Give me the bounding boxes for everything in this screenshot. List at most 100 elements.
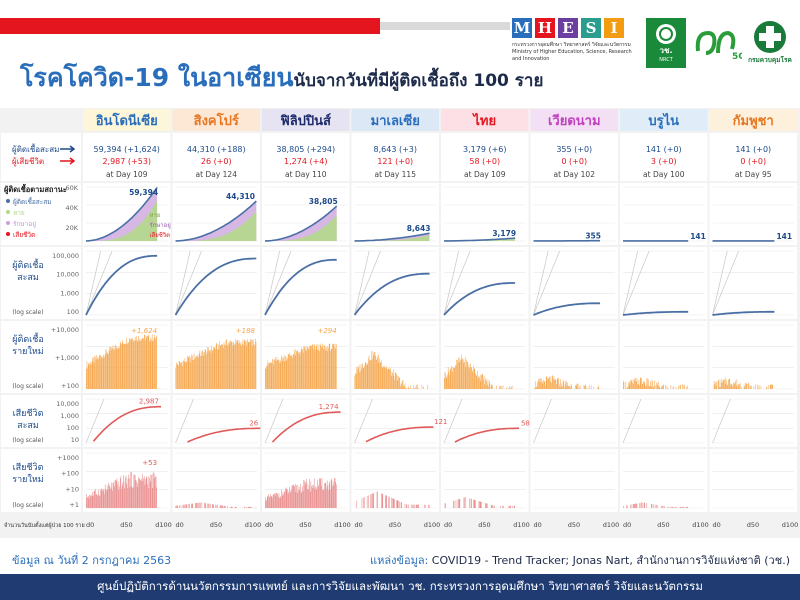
new-cases-bar [462, 358, 463, 389]
chart-cell [530, 449, 618, 512]
new-cases-bar [459, 357, 461, 389]
new-cases-bar [315, 346, 317, 389]
new-deaths-bar [266, 499, 267, 508]
new-cases-bar [471, 366, 472, 389]
new-cases-bar [303, 346, 305, 389]
new-cases-bar [217, 349, 218, 389]
new-deaths-bar [219, 505, 221, 508]
new-deaths-bar [299, 490, 301, 508]
new-cases-bar [141, 338, 142, 389]
new-cases-bar [247, 339, 248, 389]
new-cases-bar [185, 361, 187, 389]
mhesi-caption: กระทรวงการอุดมศึกษา วิทยาศาสตร์ วิจัยและ… [512, 42, 642, 63]
page-title: โรคโควิด-19 ในอาเซียนนับจากวันที่มีผู้ติ… [20, 58, 543, 98]
new-cases-bar [538, 381, 540, 389]
new-deaths-bar [249, 506, 251, 508]
new-deaths-bar [417, 504, 419, 508]
new-cases-bar [470, 363, 471, 389]
new-cases-bar [103, 354, 104, 389]
new-cases-bar [402, 380, 403, 389]
new-cases-bar [680, 384, 681, 389]
new-cases-bar [395, 372, 397, 389]
new-deaths-bar [366, 495, 368, 508]
new-cases-bar [284, 361, 286, 389]
new-cases-bar [487, 379, 489, 389]
new-cases-bar [568, 385, 569, 389]
new-deaths-bar [145, 479, 146, 508]
new-cases-bar [229, 341, 231, 389]
new-cases-bar [361, 363, 363, 389]
new-cases-bar [144, 334, 145, 389]
new-cases-bar [767, 384, 769, 389]
new-cases-bar [205, 349, 207, 389]
new-cases-bar [386, 366, 387, 389]
chart-cell [530, 321, 618, 393]
new-cases-bar [118, 346, 120, 389]
new-cases-bar [151, 339, 152, 389]
new-cases-bar [568, 386, 570, 389]
row-label: รายใหม่ [12, 346, 43, 357]
axis-tick-label: 40K [65, 204, 78, 212]
doubling-reference-line [85, 250, 102, 316]
new-deaths-bar [112, 490, 113, 508]
new-cases-bar [359, 372, 360, 389]
new-deaths-bar [278, 496, 279, 508]
new-cases-bar [565, 380, 566, 389]
new-deaths-bar [680, 506, 681, 508]
new-cases-bar [552, 375, 553, 389]
new-cases-bar [772, 384, 774, 389]
nrct-emblem-icon [656, 23, 676, 44]
legend-status-title: ผู้ติดเชื้อตามสถานะ [4, 183, 67, 195]
new-deaths-bar [110, 489, 111, 508]
new-cases-bar [745, 383, 746, 389]
new-deaths-bar [334, 478, 336, 508]
country-cases-summary: 44,310 (+188) [187, 145, 246, 154]
new-deaths-bar [89, 496, 91, 508]
inset-label-active: รักษาอยู่ [150, 222, 171, 229]
new-deaths-bar [292, 485, 293, 508]
new-deaths-bar [125, 477, 126, 508]
log-scale-label: (log scale) [12, 437, 43, 444]
new-deaths-bar [412, 504, 414, 508]
new-cases-bars [265, 343, 337, 389]
new-deaths-bar [653, 504, 654, 508]
new-cases-bar [626, 386, 628, 389]
doubling-reference-line [533, 250, 549, 316]
new-cases-bar [238, 343, 239, 389]
new-cases-bar [716, 381, 717, 389]
new-cases-bar [686, 385, 688, 389]
new-cases-bar [90, 364, 92, 389]
row-label: สะสม [17, 421, 39, 431]
new-cases-bar [132, 340, 134, 389]
country-cases-summary: 3,179 (+6) [463, 145, 506, 154]
new-cases-bar [724, 379, 725, 389]
country-deaths-summary: 0 (+0) [561, 157, 587, 166]
new-deaths-bar [673, 506, 675, 508]
new-deaths-bar [485, 503, 486, 508]
new-cases-bar [299, 354, 301, 389]
row-label-cell [1, 183, 81, 245]
new-cases-bar [468, 366, 469, 389]
new-cases-bar [491, 384, 493, 389]
new-cases-bar [720, 387, 721, 389]
new-deaths-bar [99, 495, 100, 508]
new-cases-bar [280, 362, 281, 389]
country-name: สิงคโปร์ [194, 112, 239, 129]
new-deaths-bar [111, 482, 112, 508]
new-cases-bar [741, 386, 742, 389]
cum-cases-line [86, 187, 158, 242]
new-cases-bar [202, 350, 203, 389]
new-cases-bar [327, 351, 329, 389]
new-cases-bar [751, 385, 752, 389]
new-deaths-bar [473, 499, 474, 508]
new-deaths-bar [114, 486, 115, 508]
new-cases-bar [310, 346, 312, 389]
new-cases-bar [355, 373, 357, 389]
new-cases-bar [236, 341, 238, 389]
new-cases-bar [215, 349, 216, 389]
x-tick-label: d0 [623, 521, 631, 529]
new-cases-bar [148, 334, 150, 389]
new-cases-bar [381, 366, 383, 389]
new-deaths-bar [494, 505, 495, 508]
new-cases-bar [116, 348, 117, 389]
